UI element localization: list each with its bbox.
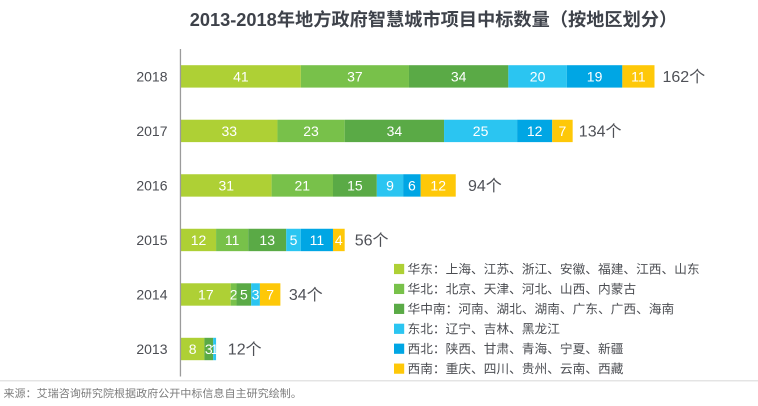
svg-text:2015: 2015 — [136, 232, 167, 248]
svg-text:3: 3 — [252, 286, 260, 302]
svg-text:12: 12 — [191, 232, 207, 248]
svg-text:4: 4 — [335, 232, 343, 248]
svg-text:19: 19 — [587, 68, 603, 84]
svg-text:7: 7 — [266, 286, 274, 302]
svg-text:5: 5 — [240, 286, 248, 302]
svg-text:3: 3 — [205, 341, 213, 357]
svg-text:2016: 2016 — [136, 177, 167, 193]
svg-text:7: 7 — [559, 123, 567, 139]
svg-text:12: 12 — [228, 342, 246, 359]
svg-text:23: 23 — [303, 123, 319, 139]
svg-text:56: 56 — [355, 233, 373, 250]
svg-text:34: 34 — [387, 123, 403, 139]
svg-text:2: 2 — [230, 286, 238, 302]
svg-text:25: 25 — [473, 123, 489, 139]
svg-text:1: 1 — [211, 341, 219, 357]
svg-text:37: 37 — [347, 68, 363, 84]
svg-text:134: 134 — [579, 124, 606, 141]
svg-text:21: 21 — [295, 177, 311, 193]
svg-text:2013-2018: 2013-2018 — [190, 10, 277, 30]
svg-text:6: 6 — [408, 177, 416, 193]
svg-text:31: 31 — [219, 177, 235, 193]
svg-text:11: 11 — [310, 232, 325, 248]
svg-text:2014: 2014 — [136, 286, 167, 302]
svg-text:2017: 2017 — [136, 123, 167, 139]
svg-text:20: 20 — [530, 68, 546, 84]
svg-text:2018: 2018 — [136, 68, 167, 84]
svg-text:41: 41 — [233, 68, 249, 84]
svg-text:11: 11 — [225, 232, 240, 248]
svg-text:12: 12 — [527, 123, 543, 139]
svg-text:8: 8 — [189, 341, 197, 357]
svg-text:34: 34 — [289, 287, 307, 304]
svg-text:15: 15 — [347, 177, 363, 193]
svg-text:9: 9 — [386, 177, 394, 193]
svg-text:94: 94 — [468, 178, 486, 195]
svg-text:12: 12 — [430, 177, 446, 193]
svg-text:17: 17 — [198, 286, 214, 302]
svg-text:33: 33 — [221, 123, 237, 139]
svg-text:5: 5 — [290, 232, 298, 248]
svg-text:11: 11 — [631, 68, 646, 84]
svg-text:34: 34 — [451, 68, 467, 84]
svg-text:13: 13 — [259, 232, 275, 248]
svg-text:2013: 2013 — [136, 341, 167, 357]
svg-text:162: 162 — [663, 69, 690, 86]
